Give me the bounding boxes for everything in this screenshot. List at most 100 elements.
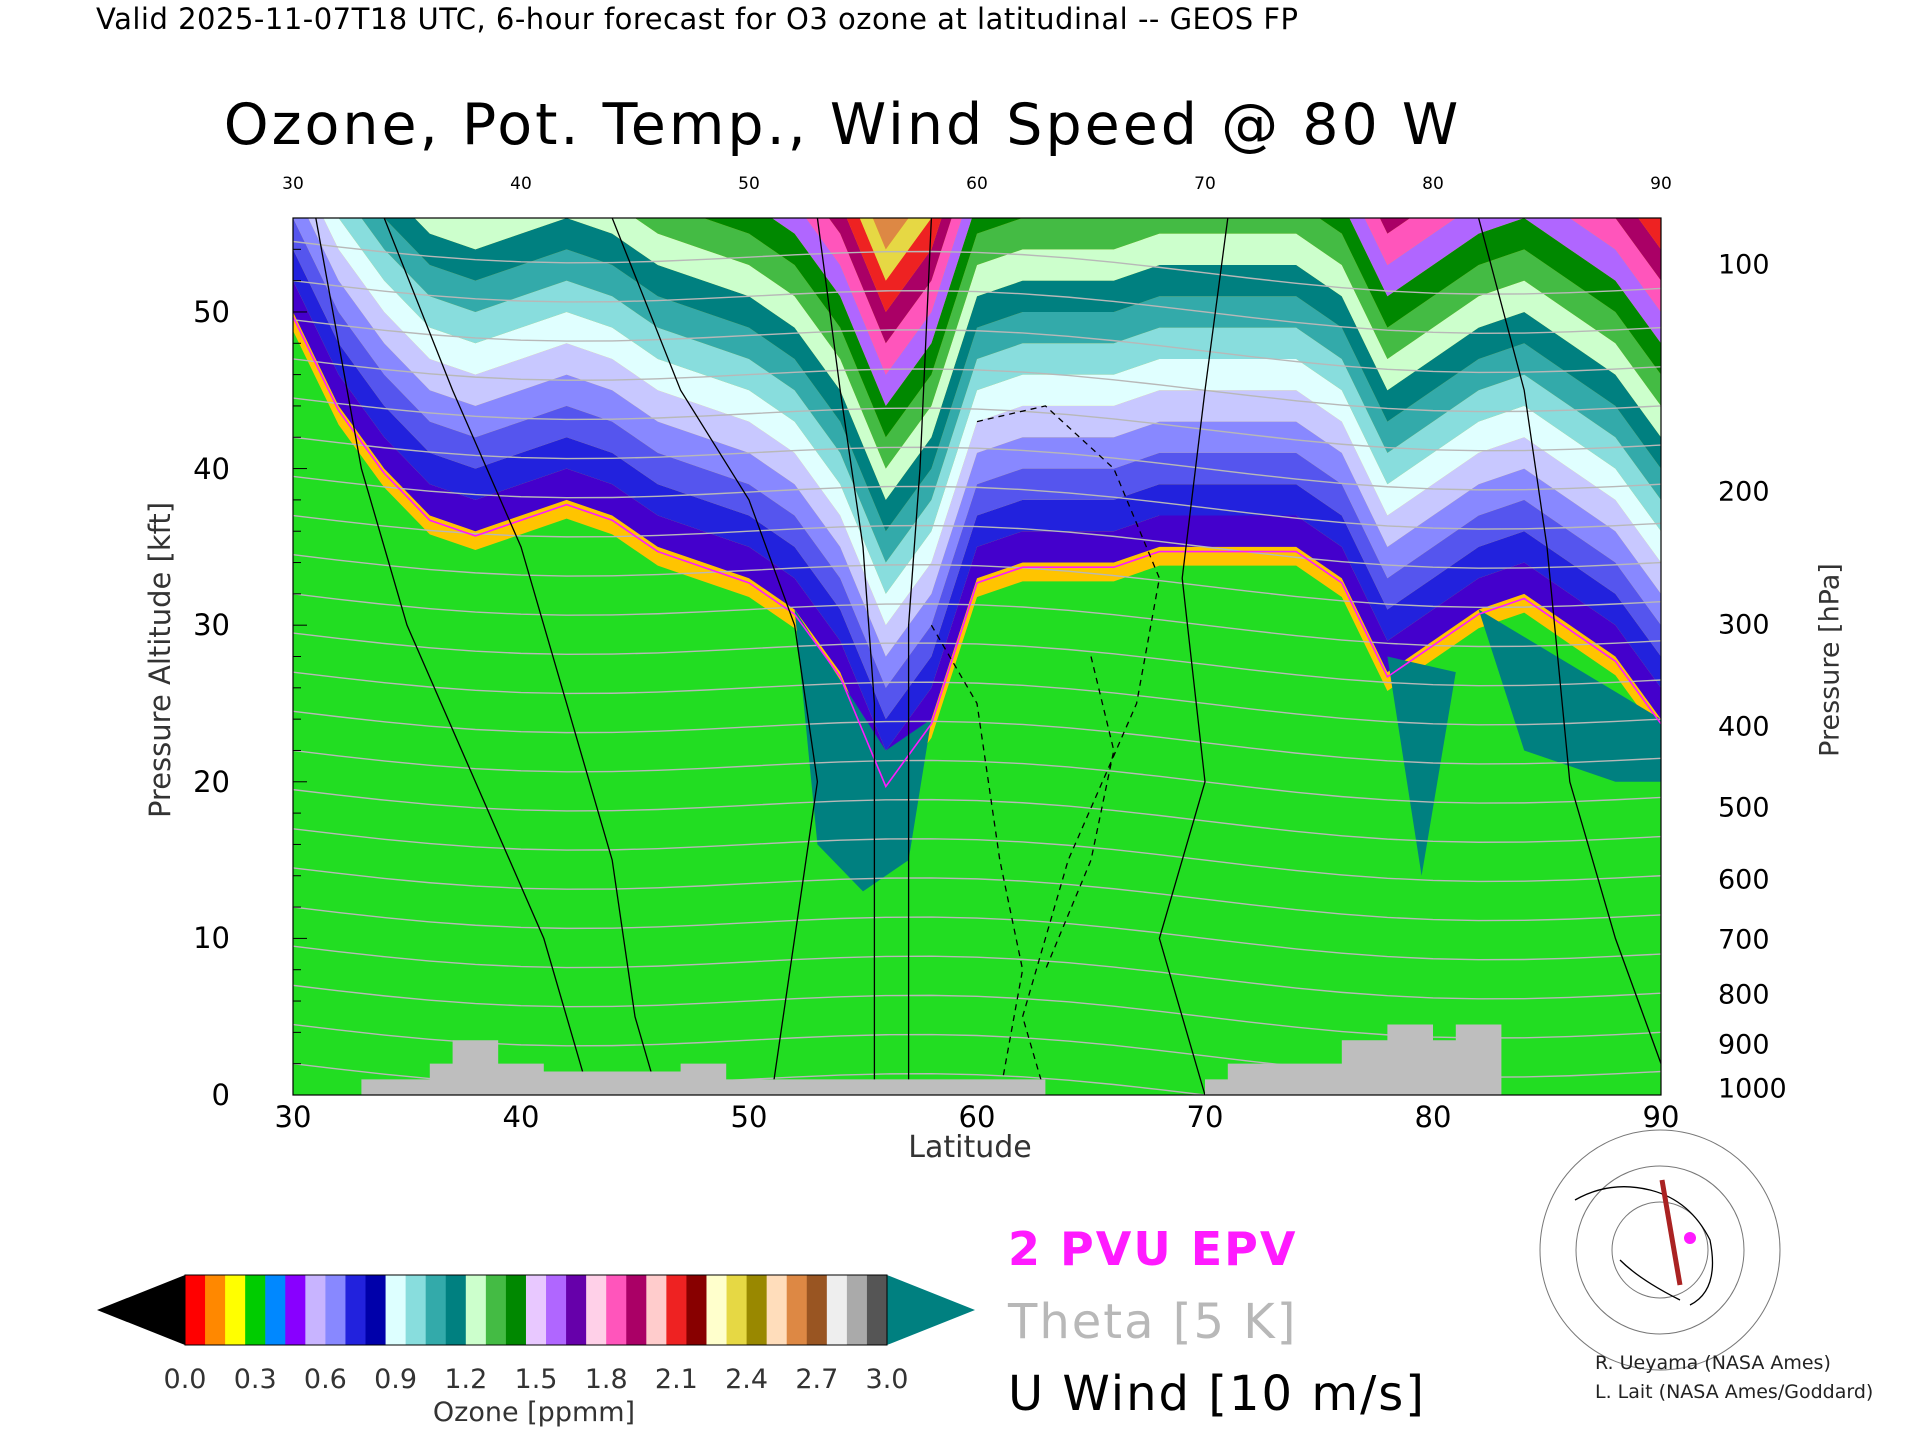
pvu-contour [293, 316, 1661, 789]
x-tick-label-top: 40 [510, 174, 532, 194]
colorbar-segment [365, 1275, 387, 1345]
theta-contour [293, 906, 1661, 961]
wind-contour [1158, 218, 1229, 1095]
theta-contour [293, 436, 1661, 491]
colorbar-segment [445, 1275, 467, 1345]
header-text: Valid 2025-11-07T18 UTC, 6-hour forecast… [96, 2, 1299, 36]
colorbar-segment [726, 1275, 748, 1345]
colorbar-tick-label: 2.7 [795, 1364, 839, 1395]
colorbar-label: Ozone [ppmm] [432, 1397, 636, 1428]
inset-map-parallel [1611, 1201, 1709, 1299]
inset-map-transect [1659, 1179, 1683, 1286]
y-tick-label-left: 40 [193, 451, 230, 486]
colorbar-segment [225, 1275, 246, 1345]
y-tick-label-left: 50 [193, 294, 230, 329]
x-tick-label-top: 70 [1194, 174, 1216, 194]
colorbar-segment [465, 1275, 487, 1345]
colorbar-segment [525, 1275, 547, 1345]
ozone-band-strat [872, 218, 909, 250]
legend-pvu: 2 PVU EPV [1008, 1222, 1298, 1276]
y-axis-label-right: Pressure [hPa] [1814, 563, 1846, 757]
colorbar-segment [766, 1275, 788, 1345]
colorbar-tick-label: 1.2 [444, 1364, 488, 1395]
ozone-intrusion-85N [1478, 609, 1661, 782]
wind-contour [1477, 218, 1661, 1064]
theta-contour [293, 279, 1661, 334]
colorbar-segment [626, 1275, 647, 1345]
wind-contour [907, 218, 933, 1095]
colorbar-segment [706, 1275, 728, 1345]
credit-1: R. Ueyama (NASA Ames) [1595, 1352, 1831, 1374]
colorbar-tick-label: 0.3 [233, 1364, 277, 1395]
inset-map [1539, 1129, 1781, 1371]
inset-map-parallel [1539, 1129, 1781, 1371]
colorbar-segment [846, 1275, 868, 1345]
ozone-intrusion-55N [794, 609, 932, 892]
theta-contour [293, 710, 1661, 765]
x-tick-label-top: 80 [1422, 174, 1444, 194]
y-tick-label-right: 500 [1718, 792, 1770, 824]
theta-contour [293, 397, 1661, 452]
colorbar-tick-label: 1.8 [584, 1364, 628, 1395]
wind-contour [816, 218, 876, 1095]
y-tick-label-left: 20 [193, 764, 230, 799]
legend-theta: Theta [5 K] [1008, 1294, 1298, 1350]
y-tick-label-right: 800 [1718, 979, 1770, 1011]
wind-contour-negative [976, 405, 1161, 1095]
colorbar-segment [786, 1275, 808, 1345]
plot-fill-group [293, 218, 1661, 1095]
ozone-band-strat [475, 218, 1661, 469]
theta-contour [293, 671, 1661, 726]
y-tick-label-left: 10 [193, 921, 230, 956]
y-tick-label-right: 300 [1718, 609, 1770, 641]
theta-contour [293, 240, 1661, 295]
theta-contour [293, 945, 1661, 1000]
colorbar-segment [826, 1275, 848, 1345]
wind-contour-negative [1044, 656, 1115, 970]
colorbar-segment [806, 1275, 828, 1345]
colorbar-segment [746, 1275, 768, 1345]
x-tick-label-top: 50 [738, 174, 760, 194]
colorbar-segment [325, 1275, 346, 1345]
ozone-band-strat [703, 218, 1661, 438]
ozone-band-strat [771, 218, 1661, 406]
colorbar-segment [505, 1275, 527, 1345]
colorbar [97, 1274, 975, 1346]
colorbar-frame [184, 1274, 888, 1346]
inset-map-coastline [1574, 1186, 1714, 1306]
colorbar-segment [245, 1275, 266, 1345]
colorbar-tick-label: 2.4 [725, 1364, 769, 1395]
colorbar-segment [866, 1275, 888, 1345]
x-tick-label-bottom: 30 [274, 1100, 312, 1134]
theta-contour [293, 749, 1661, 804]
colorbar-segment [586, 1275, 607, 1345]
chart-title: Ozone, Pot. Temp., Wind Speed @ 80 W [223, 92, 1462, 158]
colorbar-tick-label: 3.0 [865, 1364, 909, 1395]
colorbar-segment [546, 1275, 567, 1345]
colorbar-tick-label: 1.5 [514, 1364, 558, 1395]
x-axis-label: Latitude [908, 1130, 1032, 1165]
colorbar-segment [425, 1275, 447, 1345]
colorbar-segment [205, 1275, 226, 1345]
inset-map-marker [1684, 1232, 1696, 1244]
x-tick-label-top: 90 [1650, 174, 1672, 194]
y-tick-label-right: 400 [1718, 711, 1770, 743]
ozone-band-strat [806, 218, 1661, 375]
x-tick-label-bottom: 50 [730, 1100, 768, 1134]
y-tick-label-right: 100 [1718, 249, 1770, 281]
colorbar-tick-label: 2.1 [654, 1364, 698, 1395]
x-tick-label-bottom: 90 [1642, 1100, 1680, 1134]
y-tick-label-right: 200 [1718, 476, 1770, 508]
terrain [361, 1024, 1502, 1095]
ozone-band-strat [384, 218, 1661, 532]
colorbar-segment [265, 1275, 286, 1345]
legend-uwind: U Wind [10 m/s] [1008, 1366, 1427, 1422]
colorbar-segment [485, 1275, 507, 1345]
y-tick-label-right: 600 [1718, 864, 1770, 896]
colorbar-segment [385, 1275, 407, 1345]
x-tick-label-top: 60 [966, 174, 988, 194]
inset-map-parallel [1575, 1165, 1745, 1335]
colorbar-under-arrow [97, 1275, 185, 1345]
ozone-band-strat [846, 218, 1661, 312]
